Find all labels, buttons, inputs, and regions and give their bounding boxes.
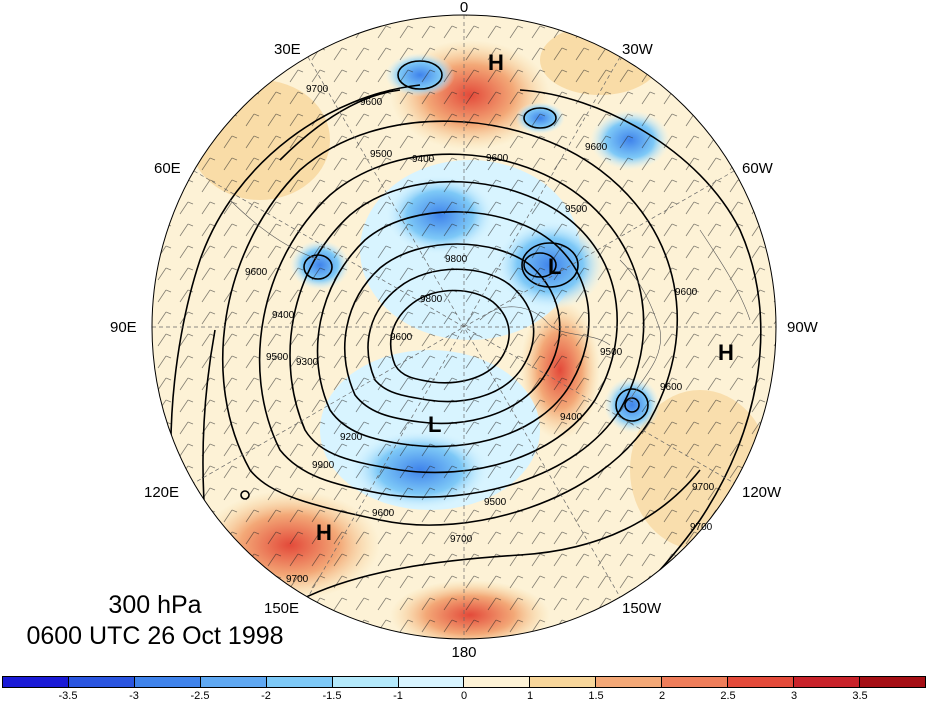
polar-map: 9700 9600 9500 9400 9600 9600 9500 9800 … <box>110 0 819 661</box>
colorbar-swatch <box>332 677 399 687</box>
lon-label: 120W <box>742 484 782 501</box>
colorbar-tick-label: -2 <box>261 690 271 702</box>
lon-label: 150E <box>264 600 299 617</box>
colorbar-tick-label: 0 <box>460 690 468 702</box>
lon-label: 60W <box>742 160 774 177</box>
colorbar-swatch <box>728 677 795 687</box>
contour-label: 9400 <box>560 412 583 423</box>
contour-label: 9600 <box>660 382 683 393</box>
longitude-labels: 0 30W 60W 90W 120W 150W 180 150E 120E 90… <box>110 0 819 661</box>
lon-label: 120E <box>144 484 179 501</box>
high-pressure-center: H <box>488 50 504 75</box>
contour-label: 9800 <box>420 294 443 305</box>
colorbar-swatch <box>68 677 135 687</box>
contour-label: 9500 <box>370 149 393 160</box>
lon-label: 60E <box>154 160 181 177</box>
colorbar-tick-label: -3.5 <box>58 690 78 702</box>
colorbar-tick-label: -3 <box>129 690 139 702</box>
contour-label: 9400 <box>412 154 435 165</box>
contour-label: 9500 <box>565 204 588 215</box>
contour-label: 9600 <box>372 508 395 519</box>
colorbar-tick-label: 3 <box>790 690 798 702</box>
colorbar-tick-label: -2.5 <box>190 690 210 702</box>
pressure-centers: H L L H H <box>316 50 734 545</box>
high-pressure-center: H <box>718 340 734 365</box>
contour-label: 9700 <box>690 522 713 533</box>
contour-label: 9700 <box>306 84 329 95</box>
contour-label: 9300 <box>296 357 319 368</box>
lon-label: 150W <box>622 600 662 617</box>
low-pressure-center: L <box>428 412 441 437</box>
contour-label: 9700 <box>286 574 309 585</box>
contour-label: 9600 <box>675 287 698 298</box>
colorbar-swatch <box>200 677 267 687</box>
colorbar-tick-label: 3.5 <box>852 690 868 702</box>
contour-label: 9900 <box>312 460 335 471</box>
colorbar-swatch <box>134 677 201 687</box>
colorbar-tick-label: -1 <box>393 690 403 702</box>
colorbar-tick-label: 1 <box>526 690 534 702</box>
colorbar-swatch <box>464 677 531 687</box>
colorbar-swatch <box>3 677 69 687</box>
contour-label: 9500 <box>600 347 623 358</box>
pressure-level-label: 300 hPa <box>108 591 202 619</box>
lon-label: 30E <box>274 41 301 58</box>
contour-label: 9700 <box>692 482 715 493</box>
colorbar: -3.5 -3 -2.5 -2 -1.5 -1 0 1 1.5 2 2.5 3 3.5 <box>0 676 928 702</box>
contour-label: 9600 <box>360 97 383 108</box>
contour-label: 9600 <box>245 267 268 278</box>
colorbar-swatch <box>662 677 729 687</box>
valid-time-label: 0600 UTC 26 Oct 1998 <box>26 622 284 650</box>
contour-label: 9600 <box>585 142 608 153</box>
colorbar-swatch <box>266 677 333 687</box>
contour-labels: 9700 9600 9500 9400 9600 9600 9500 9800 … <box>245 84 715 585</box>
lon-label: 0 <box>460 0 468 16</box>
map-border <box>151 14 777 640</box>
colorbar-tick-label: 2 <box>658 690 666 702</box>
contour-label: 9600 <box>486 153 509 164</box>
contour-label: 9400 <box>272 310 295 321</box>
contour-label: 9800 <box>445 254 468 265</box>
lon-label: 180 <box>451 644 476 661</box>
colorbar-swatch <box>398 677 465 687</box>
colorbar-tick-label: 1.5 <box>588 690 604 702</box>
high-pressure-center: H <box>316 520 332 545</box>
colorbar-tick-label: -1.5 <box>322 690 342 702</box>
contour-label: 9200 <box>340 432 363 443</box>
colorbar-swatch <box>794 677 860 687</box>
colorbar-swatch <box>530 677 597 687</box>
graticule <box>152 15 776 639</box>
colorbar-swatch <box>596 677 663 687</box>
colorbar-swatches <box>2 676 926 688</box>
contour-label: 9500 <box>266 352 289 363</box>
lon-label: 30W <box>622 41 654 58</box>
lon-label: 90E <box>110 319 137 336</box>
contour-label: 9500 <box>484 497 507 508</box>
lon-label: 90W <box>787 319 819 336</box>
map-caption: 300 hPa 0600 UTC 26 Oct 1998 <box>0 590 310 652</box>
colorbar-tick-label: 2.5 <box>720 690 736 702</box>
low-pressure-center: L <box>548 254 561 279</box>
contour-label: 9600 <box>390 332 413 343</box>
colorbar-swatch <box>859 677 925 687</box>
coastlines <box>229 199 751 401</box>
contour-label: 9700 <box>450 534 473 545</box>
